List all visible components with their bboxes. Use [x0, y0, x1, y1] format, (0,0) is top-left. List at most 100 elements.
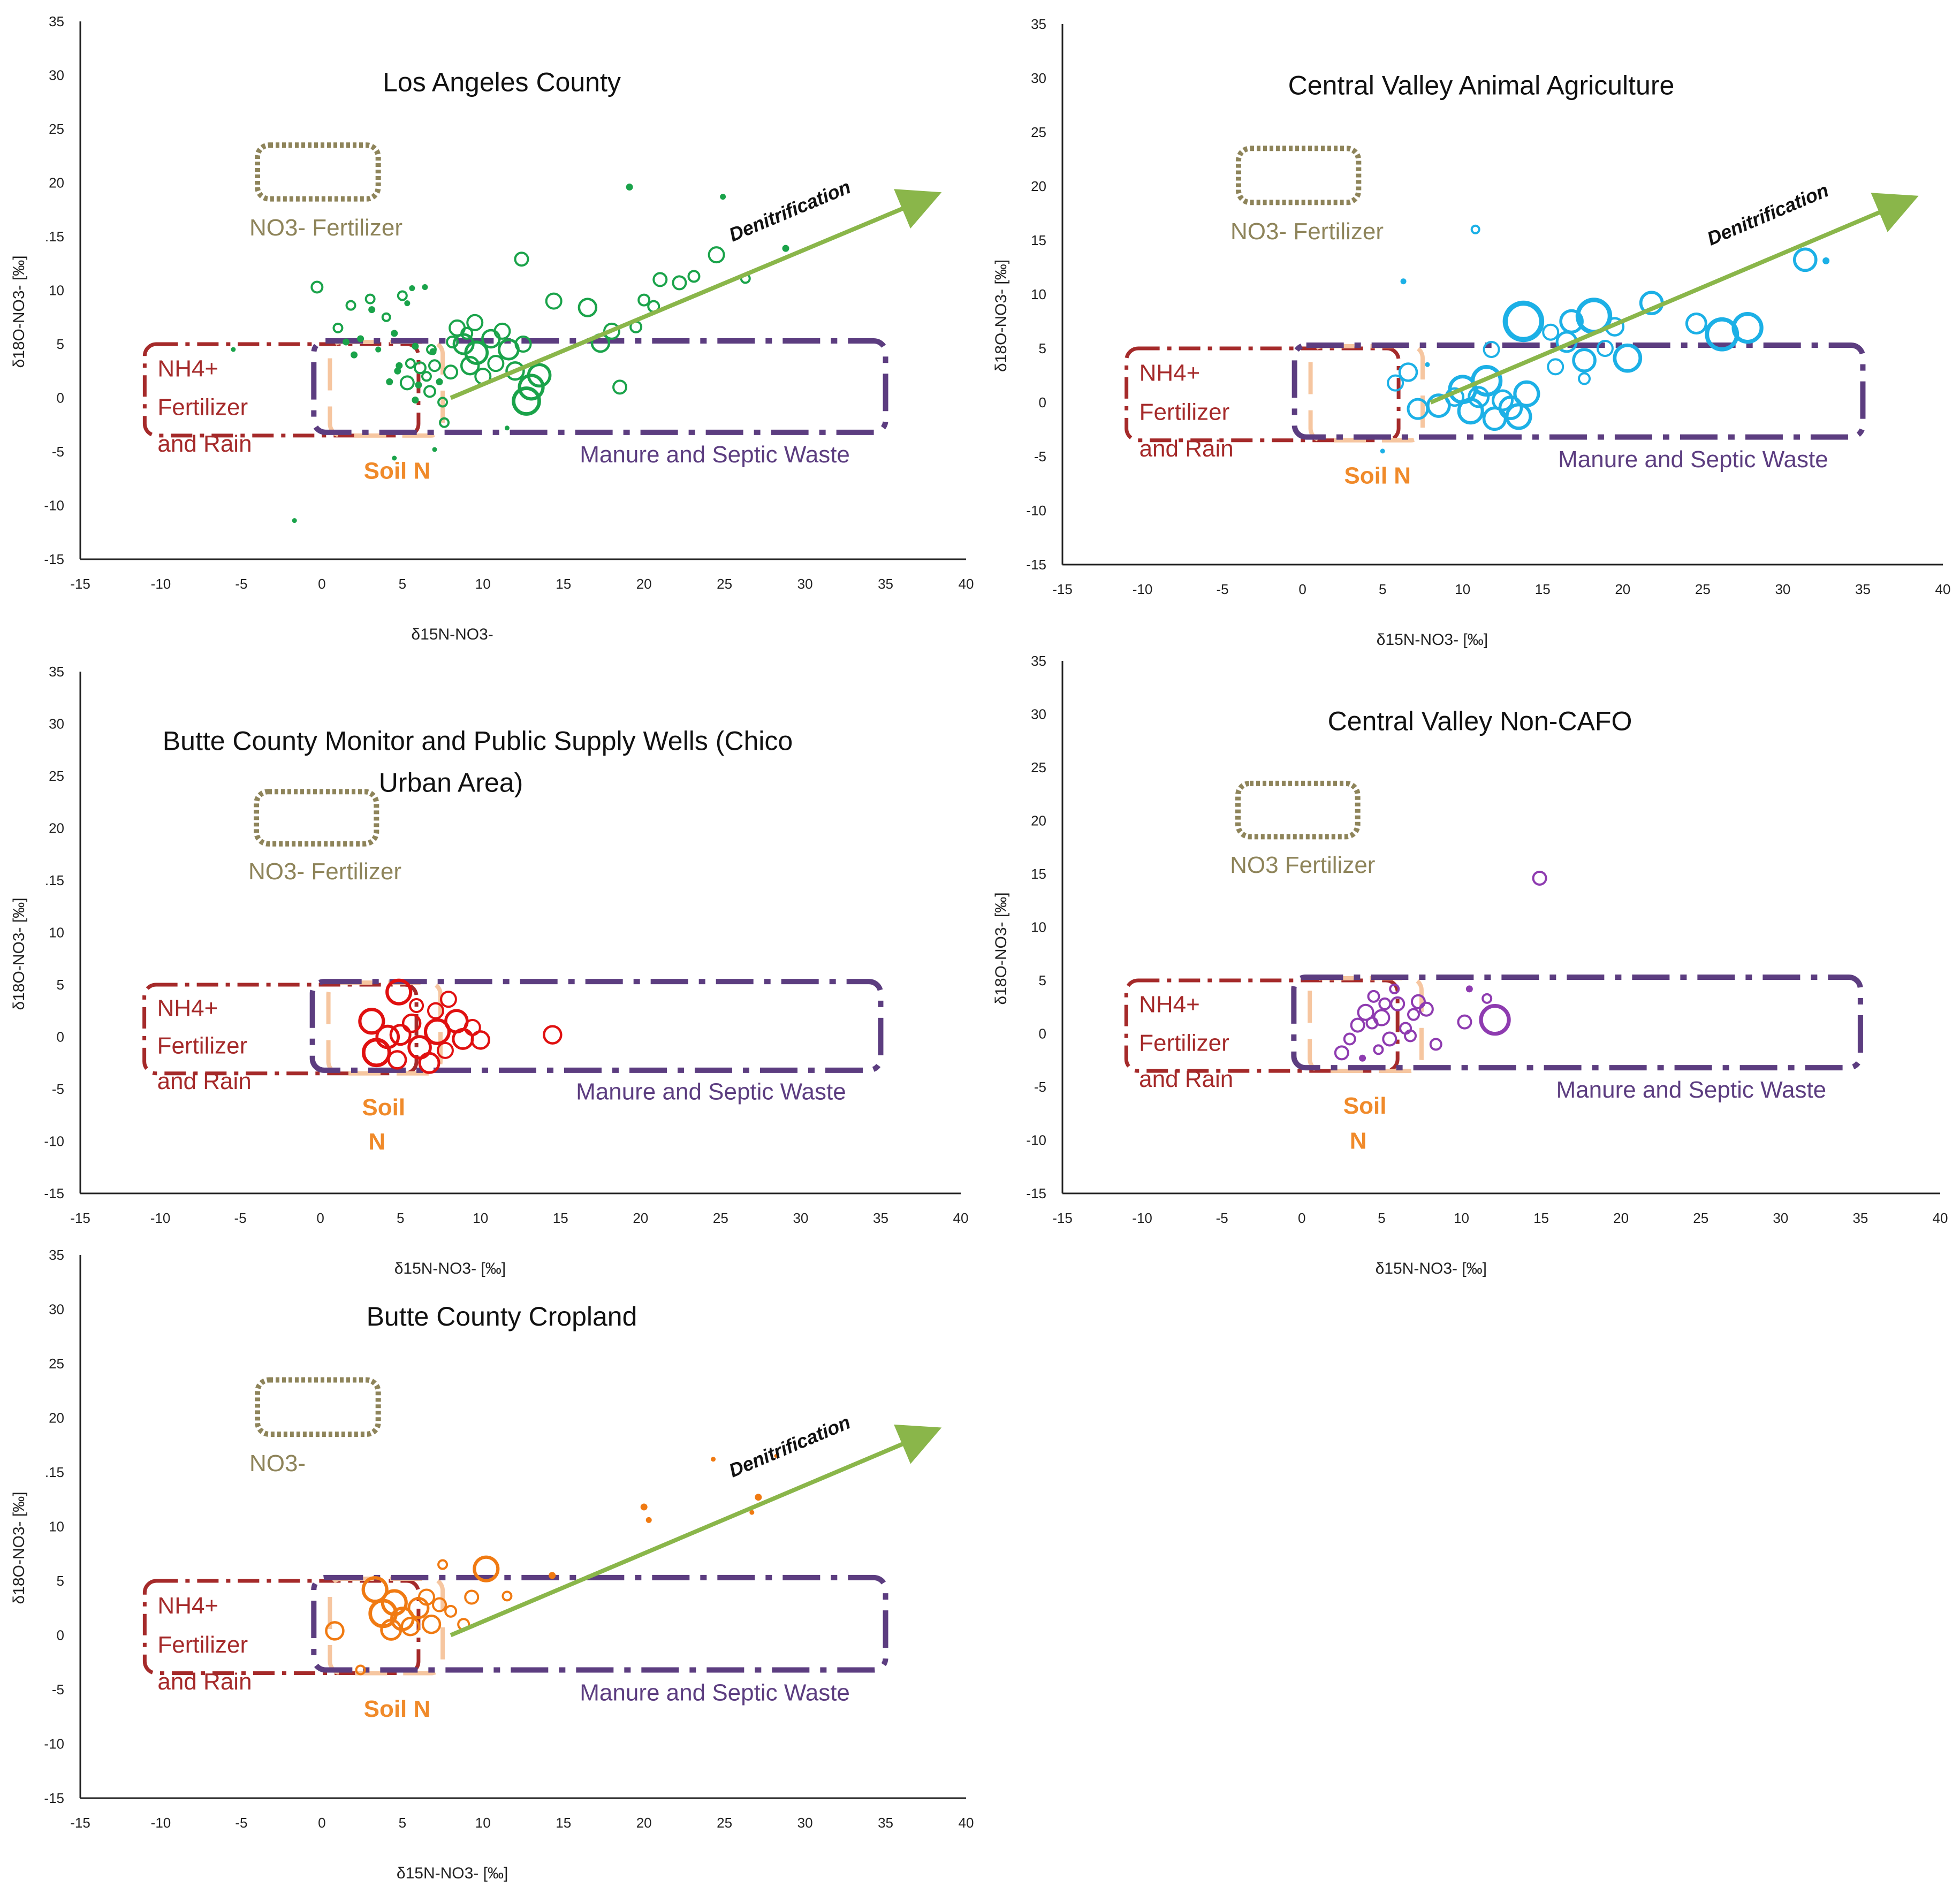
data-point[interactable]: [1596, 340, 1614, 357]
data-point[interactable]: [464, 340, 489, 365]
data-point[interactable]: [432, 1597, 447, 1612]
data-point[interactable]: [1418, 1001, 1434, 1017]
data-point[interactable]: [1367, 990, 1380, 1003]
data-point[interactable]: [1350, 1017, 1365, 1033]
data-point[interactable]: [355, 1664, 366, 1676]
data-point[interactable]: [421, 371, 432, 382]
data-point[interactable]: [386, 378, 393, 385]
data-point[interactable]: [514, 336, 532, 353]
data-point[interactable]: [1547, 358, 1564, 376]
data-point[interactable]: [626, 184, 633, 191]
data-point[interactable]: [514, 252, 529, 267]
data-point[interactable]: [436, 1041, 454, 1059]
data-point[interactable]: [1532, 870, 1547, 886]
data-point[interactable]: [493, 322, 511, 340]
data-point[interactable]: [711, 1457, 716, 1462]
data-point[interactable]: [1483, 341, 1500, 359]
data-point[interactable]: [1407, 1008, 1420, 1021]
data-point[interactable]: [543, 1025, 563, 1045]
data-point[interactable]: [545, 292, 563, 310]
data-point[interactable]: [405, 358, 416, 369]
data-point[interactable]: [687, 270, 701, 283]
data-point[interactable]: [487, 355, 505, 372]
data-point[interactable]: [470, 1030, 490, 1050]
data-point[interactable]: [325, 1621, 345, 1641]
data-point[interactable]: [1822, 257, 1830, 264]
data-point[interactable]: [368, 306, 376, 314]
data-point[interactable]: [401, 1013, 422, 1033]
data-point[interactable]: [1404, 1029, 1417, 1042]
data-point[interactable]: [672, 275, 687, 291]
data-point[interactable]: [444, 1604, 458, 1618]
data-point[interactable]: [357, 335, 364, 343]
data-point[interactable]: [1359, 1054, 1366, 1062]
data-point[interactable]: [1505, 403, 1532, 430]
data-point[interactable]: [415, 381, 422, 389]
data-point[interactable]: [375, 1024, 400, 1049]
data-point[interactable]: [527, 363, 552, 388]
data-point[interactable]: [1491, 389, 1514, 412]
data-point[interactable]: [518, 374, 545, 401]
data-point[interactable]: [428, 359, 441, 372]
data-point[interactable]: [1470, 224, 1480, 234]
data-point[interactable]: [417, 1588, 435, 1606]
data-point[interactable]: [432, 447, 437, 452]
data-point[interactable]: [612, 379, 628, 395]
data-point[interactable]: [1429, 1038, 1442, 1051]
data-point[interactable]: [439, 991, 457, 1008]
data-point[interactable]: [466, 314, 484, 331]
data-point[interactable]: [1792, 247, 1818, 272]
data-point[interactable]: [652, 272, 668, 287]
data-point[interactable]: [1378, 997, 1392, 1010]
data-point[interactable]: [1465, 985, 1473, 993]
data-point[interactable]: [1457, 1014, 1472, 1030]
data-point[interactable]: [412, 397, 419, 404]
data-point[interactable]: [755, 1494, 762, 1501]
data-point[interactable]: [637, 293, 651, 307]
data-point[interactable]: [422, 284, 428, 290]
data-point[interactable]: [464, 1589, 480, 1605]
data-point[interactable]: [375, 346, 382, 353]
data-point[interactable]: [1343, 1032, 1356, 1046]
data-point[interactable]: [409, 998, 424, 1013]
data-point[interactable]: [645, 1517, 652, 1523]
data-point[interactable]: [1410, 994, 1426, 1009]
data-point[interactable]: [1387, 374, 1404, 392]
data-point[interactable]: [418, 1052, 440, 1074]
data-point[interactable]: [504, 425, 510, 431]
data-point[interactable]: [578, 298, 598, 317]
data-point[interactable]: [1365, 1016, 1379, 1030]
data-point[interactable]: [774, 1454, 778, 1458]
data-point[interactable]: [351, 351, 358, 359]
data-point[interactable]: [397, 290, 408, 301]
data-point[interactable]: [446, 335, 459, 348]
data-point[interactable]: [720, 194, 726, 200]
data-point[interactable]: [436, 378, 443, 385]
data-point[interactable]: [343, 338, 350, 346]
data-point[interactable]: [460, 326, 474, 340]
data-point[interactable]: [460, 355, 480, 376]
data-point[interactable]: [427, 1002, 444, 1019]
data-point[interactable]: [1389, 983, 1400, 994]
data-point[interactable]: [1498, 395, 1523, 420]
data-point[interactable]: [392, 455, 397, 461]
data-point[interactable]: [1373, 1044, 1384, 1055]
data-point[interactable]: [1398, 362, 1418, 382]
data-point[interactable]: [394, 367, 401, 375]
data-point[interactable]: [429, 348, 437, 355]
data-point[interactable]: [332, 322, 344, 333]
data-point[interactable]: [502, 1590, 513, 1602]
data-point[interactable]: [1380, 448, 1385, 454]
data-point[interactable]: [385, 978, 413, 1006]
data-point[interactable]: [1400, 278, 1407, 285]
data-point[interactable]: [391, 330, 398, 337]
data-point[interactable]: [364, 293, 376, 305]
data-point[interactable]: [1334, 1045, 1349, 1061]
data-point[interactable]: [1382, 1031, 1397, 1047]
data-point[interactable]: [1613, 343, 1643, 373]
data-point[interactable]: [1502, 300, 1545, 343]
data-point[interactable]: [1578, 372, 1591, 385]
data-point[interactable]: [1513, 380, 1540, 407]
data-point[interactable]: [412, 343, 419, 350]
data-point[interactable]: [439, 417, 450, 428]
